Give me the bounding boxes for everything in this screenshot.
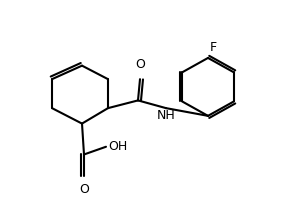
Text: O: O bbox=[135, 58, 145, 71]
Text: O: O bbox=[79, 183, 89, 196]
Text: NH: NH bbox=[157, 109, 175, 122]
Text: F: F bbox=[210, 41, 217, 54]
Text: OH: OH bbox=[108, 140, 127, 153]
